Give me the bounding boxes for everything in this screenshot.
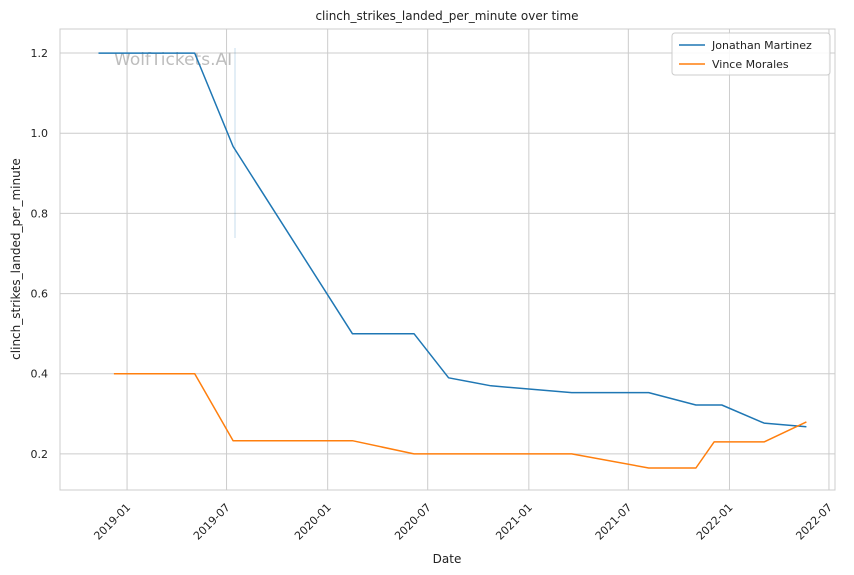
y-tick-label: 0.6 — [31, 288, 49, 301]
y-tick-label: 0.2 — [31, 448, 49, 461]
series-line-vince-morales — [113, 372, 807, 469]
y-tick-label: 1.0 — [31, 127, 49, 140]
y-axis-label: clinch_strikes_landed_per_minute — [9, 158, 23, 360]
legend-label-vince-morales: Vince Morales — [712, 58, 789, 71]
legend-box — [671, 32, 831, 76]
y-tick-label: 0.4 — [31, 368, 49, 381]
plot-frame — [59, 28, 836, 491]
series-line-jonathan-martinez — [98, 52, 807, 428]
series-lines — [98, 52, 807, 469]
legend-label-jonathan-martinez: Jonathan Martinez — [711, 39, 812, 52]
y-tick-label: 0.8 — [31, 207, 49, 220]
chart-title: clinch_strikes_landed_per_minute over ti… — [315, 9, 578, 23]
y-tick-label: 1.2 — [31, 47, 49, 60]
watermark-text: WolfTickets.AI — [114, 50, 232, 70]
x-axis-label: Date — [433, 552, 462, 566]
y-tick-labels: 0.2 0.4 0.6 0.8 1.0 1.2 — [31, 47, 49, 461]
legend: Jonathan Martinez Vince Morales — [671, 32, 831, 76]
